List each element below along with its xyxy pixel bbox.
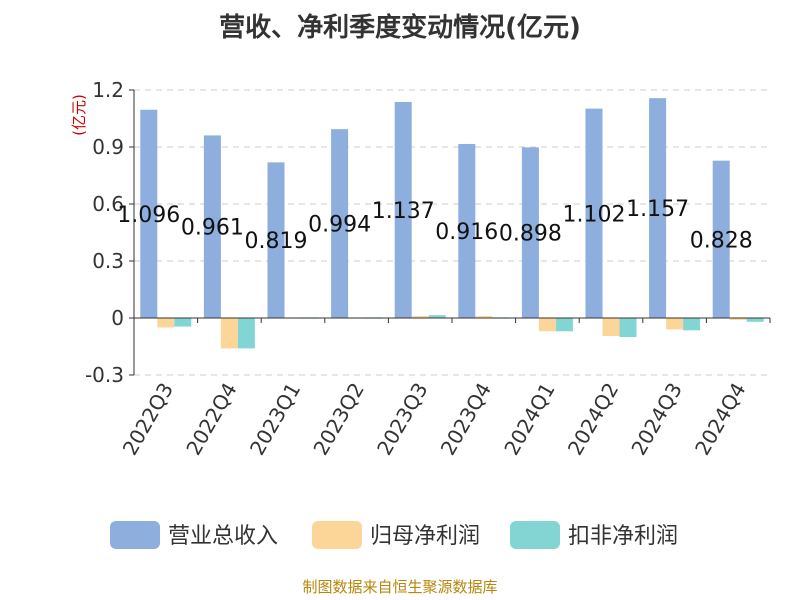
data-label: 1.102 — [563, 202, 626, 227]
legend: 营业总收入 归母净利润 扣非净利润 — [110, 521, 678, 549]
y-tick-label: -0.3 — [85, 363, 124, 387]
data-label: 0.819 — [245, 229, 308, 254]
x-tick-label: 2023Q1 — [245, 379, 305, 460]
legend-swatch — [510, 521, 560, 549]
y-tick-label: 0 — [111, 306, 124, 330]
bar-deducted-net-profit — [746, 318, 764, 322]
bar-revenue — [394, 101, 412, 318]
x-tick-label: 2023Q2 — [308, 379, 368, 460]
bar-revenue — [712, 160, 730, 318]
bar-parent-net-profit — [411, 316, 429, 318]
x-tick-label: 2023Q3 — [372, 379, 432, 460]
bar-parent-net-profit — [220, 318, 238, 349]
bar-revenue — [458, 143, 476, 318]
bar-revenue — [267, 162, 285, 318]
bar-deducted-net-profit — [428, 315, 446, 318]
bar-parent-net-profit — [538, 318, 556, 332]
y-tick-label: 0.3 — [92, 249, 124, 273]
data-label: 1.137 — [372, 199, 435, 224]
y-unit-label: (亿元) — [70, 94, 88, 136]
bar-deducted-net-profit — [555, 318, 573, 332]
bar-revenue — [521, 147, 539, 318]
x-tick-labels: 2022Q3 2022Q4 2023Q1 2023Q2 2023Q3 2023Q4 2024… — [118, 379, 751, 460]
chart-title: 营收、净利季度变动情况(亿元) — [219, 12, 581, 43]
bar-revenue — [203, 135, 221, 318]
data-label: 0.898 — [499, 222, 562, 247]
bar-parent-net-profit — [475, 316, 493, 318]
data-label: 0.916 — [435, 220, 498, 245]
x-tick-label: 2024Q4 — [690, 379, 750, 460]
bar-parent-net-profit — [729, 318, 747, 320]
source-note: 制图数据来自恒生聚源数据库 — [302, 578, 497, 596]
bar-parent-net-profit — [666, 318, 684, 330]
bar-deducted-net-profit — [683, 318, 701, 331]
y-ticks: 1.2 0.9 0.6 0.3 0 -0.3 — [85, 78, 124, 387]
legend-label: 归母净利润 — [370, 524, 480, 549]
bar-revenue — [140, 109, 158, 318]
bar-revenue — [331, 129, 349, 318]
data-label: 0.828 — [690, 228, 753, 253]
legend-label: 营业总收入 — [168, 524, 278, 549]
bar-deducted-net-profit — [619, 318, 637, 337]
data-label: 1.096 — [117, 203, 180, 228]
x-tick-label: 2024Q3 — [626, 379, 686, 460]
bar-deducted-net-profit — [237, 318, 255, 349]
legend-swatch — [110, 521, 160, 549]
y-tick-label: 1.2 — [92, 78, 124, 102]
x-tick-label: 2022Q3 — [118, 379, 178, 460]
y-tick-label: 0.9 — [92, 135, 124, 159]
data-label: 0.994 — [308, 213, 371, 238]
bar-revenue — [585, 108, 603, 319]
bar-parent-net-profit — [157, 318, 175, 328]
axes — [129, 89, 771, 376]
data-label: 0.961 — [181, 216, 244, 241]
y-tick-label: 0.6 — [92, 192, 124, 216]
x-tick-label: 2022Q4 — [181, 379, 241, 460]
x-tick-label: 2024Q1 — [499, 379, 559, 460]
legend-label: 扣非净利润 — [568, 524, 678, 549]
bar-revenue — [649, 98, 667, 318]
x-tick-label: 2024Q2 — [563, 379, 623, 460]
bars — [140, 98, 764, 349]
data-label: 1.157 — [626, 197, 689, 222]
bar-deducted-net-profit — [174, 318, 192, 327]
legend-swatch — [312, 521, 362, 549]
x-tick-label: 2023Q4 — [436, 379, 496, 460]
bar-parent-net-profit — [602, 318, 620, 337]
